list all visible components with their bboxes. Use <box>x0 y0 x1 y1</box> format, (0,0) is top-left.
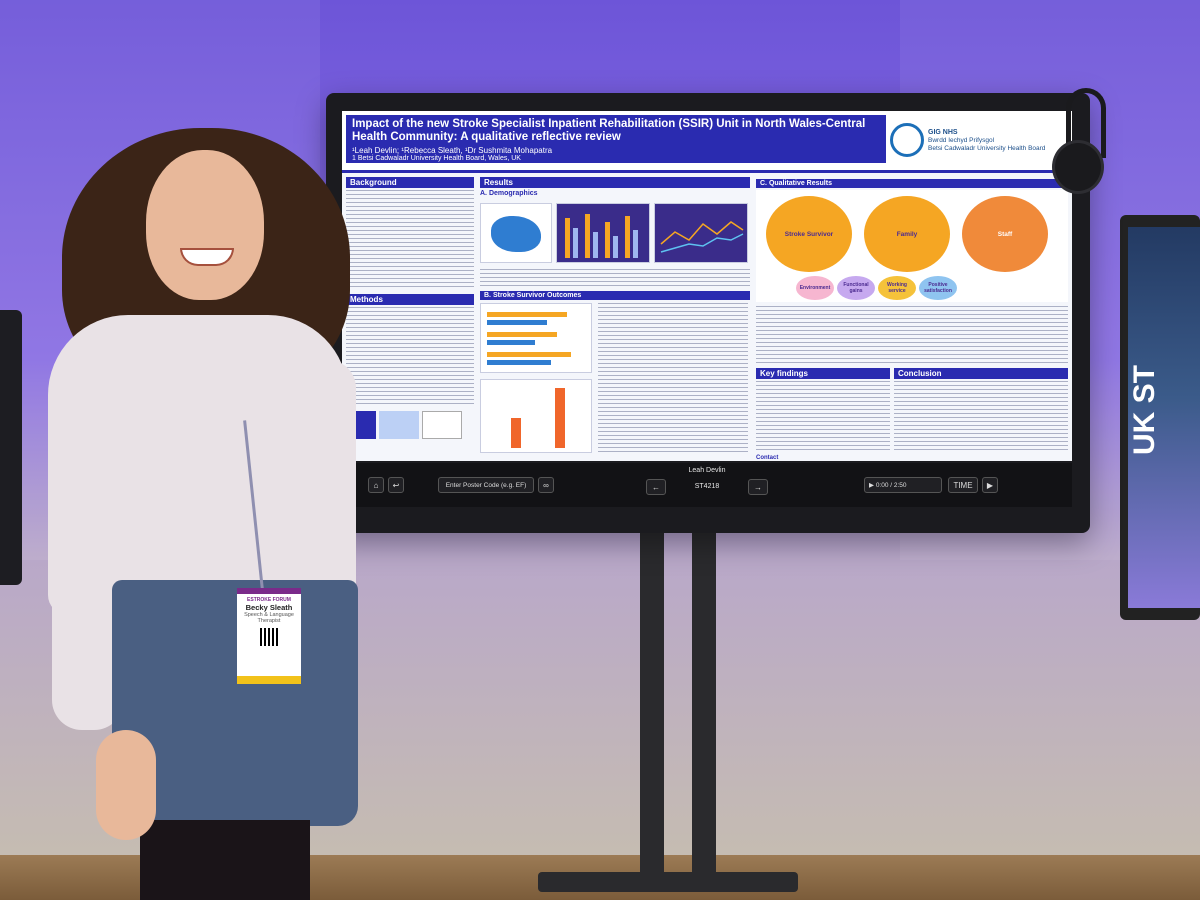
pill-functional: Functional gains <box>837 276 875 300</box>
circle-label-survivor: Stroke Survivor <box>784 230 834 238</box>
subsection-demographics: A. Demographics <box>480 190 538 197</box>
headphones-icon[interactable] <box>1052 140 1104 194</box>
pill-label: Positive satisfaction <box>924 282 952 294</box>
name-badge: ESTROKE FORUM Becky Sleath Speech & Lang… <box>237 588 301 684</box>
skip-button[interactable]: ▶ <box>982 477 998 493</box>
section-background: Background <box>346 177 474 188</box>
time-button[interactable]: TIME <box>948 477 978 493</box>
poster-authors: ¹Leah Devlin; ¹Rebecca Sleath, ¹Dr Sushm… <box>352 146 553 155</box>
home-button[interactable]: ⌂ <box>368 477 384 493</box>
qualitative-figure: Stroke Survivor Family Staff Environment… <box>756 190 1068 302</box>
time-readout: 0:00 / 2:50 <box>875 481 907 489</box>
circle-label-staff: Staff <box>997 230 1013 238</box>
prev-poster-button[interactable]: ← <box>646 479 666 495</box>
sign-text: UK ST <box>1128 227 1200 608</box>
legs <box>140 820 310 900</box>
back-button[interactable]: ↩ <box>388 477 404 493</box>
face <box>146 150 264 300</box>
bar-figure <box>556 203 650 263</box>
logo-nhs-text: GIG NHS <box>928 128 958 136</box>
circle-stroke-survivor: Stroke Survivor <box>766 196 852 272</box>
logo-board-text: Betsi Cadwaladr University Health Board <box>928 144 1046 152</box>
badge-footer <box>237 676 301 684</box>
circle-family: Family <box>864 196 950 272</box>
qr-code-icon <box>260 628 278 646</box>
pill-working: Working service <box>878 276 916 300</box>
theme-pills: Environment Functional gains Working ser… <box>796 276 957 300</box>
pill-label: Functional gains <box>843 282 869 294</box>
conference-sign: UK ST <box>1120 215 1200 620</box>
nhs-logo: GIG NHS Bwrdd Iechyd Prifysgol Betsi Cad… <box>882 115 1066 165</box>
logo-welsh-text: Bwrdd Iechyd Prifysgol <box>928 136 995 144</box>
badge-event: ESTROKE FORUM <box>247 597 291 603</box>
stand-pole-left <box>640 530 664 880</box>
poster-screen: Impact of the new Stroke Specialist Inpa… <box>342 111 1072 461</box>
poster-title: Impact of the new Stroke Specialist Inpa… <box>352 118 866 143</box>
poster-monitor: Impact of the new Stroke Specialist Inpa… <box>326 93 1090 533</box>
left-display-edge <box>0 310 22 585</box>
poster-code-display: ST4218 <box>694 483 720 490</box>
badge-role: Speech & Language Therapist <box>244 612 294 624</box>
outcomes-text <box>598 303 748 453</box>
title-band: Impact of the new Stroke Specialist Inpa… <box>346 115 886 163</box>
poster-col-right: C. Qualitative Results Stroke Survivor F… <box>756 177 1068 461</box>
background-text <box>346 190 474 290</box>
audio-player[interactable]: ▶ 0:00 / 2:50 <box>864 477 942 493</box>
presenter-name: Leah Devlin <box>688 467 726 474</box>
qualitative-text <box>756 306 1068 364</box>
key-findings-text <box>756 381 890 453</box>
section-methods: Methods <box>346 294 474 305</box>
circle-label-family: Family <box>896 230 918 238</box>
nhs-knot-icon <box>882 115 932 165</box>
badge-top-stripe <box>237 588 301 594</box>
go-button[interactable]: ∞ <box>538 477 554 493</box>
circle-staff: Staff <box>962 196 1048 272</box>
pill-satisfaction: Positive satisfaction <box>919 276 957 300</box>
stand-base <box>538 872 798 892</box>
poster-col-left: Background Methods <box>346 177 474 457</box>
outcomes-bar-chart <box>480 303 592 373</box>
contact-line: Contact <box>756 455 1068 461</box>
line-chart-svg <box>660 221 744 253</box>
methods-diagram <box>346 411 474 439</box>
conclusion-text <box>894 381 1068 453</box>
pill-label: Environment <box>799 285 831 291</box>
next-poster-button[interactable]: → <box>748 479 768 495</box>
pill-environment: Environment <box>796 276 834 300</box>
subsection-stroke-outcomes: B. Stroke Survivor Outcomes <box>480 291 750 300</box>
poster-code-input[interactable]: Enter Poster Code (e.g. EF) <box>438 477 534 493</box>
badge-name: Becky Sleath <box>245 603 293 612</box>
outcomes-column-chart <box>480 379 592 453</box>
pill-label: Working service <box>887 282 907 294</box>
demographics-text <box>480 269 750 287</box>
poster-control-bar: ⌂ ↩ Enter Poster Code (e.g. EF) ∞ Leah D… <box>342 463 1072 507</box>
findings-row: Key findings Conclusion <box>756 368 1068 453</box>
poster-col-middle: Results A. Demographics <box>480 177 750 457</box>
left-hand <box>96 730 156 840</box>
subsection-qualitative: C. Qualitative Results <box>756 179 1068 188</box>
line-figure <box>654 203 748 263</box>
stand-pole-right <box>692 530 716 880</box>
section-conclusion: Conclusion <box>894 368 1068 379</box>
section-results: Results <box>480 177 750 188</box>
play-icon: ▶ <box>869 482 876 489</box>
poster-affiliation: 1 Betsi Cadwaladr University Health Boar… <box>352 155 521 162</box>
contact-label: Contact <box>756 455 779 461</box>
section-key-findings: Key findings <box>756 368 890 379</box>
headphone-band <box>1066 88 1106 158</box>
poster-header: Impact of the new Stroke Specialist Inpa… <box>342 111 1072 173</box>
map-figure <box>480 203 552 263</box>
methods-text <box>346 307 474 407</box>
